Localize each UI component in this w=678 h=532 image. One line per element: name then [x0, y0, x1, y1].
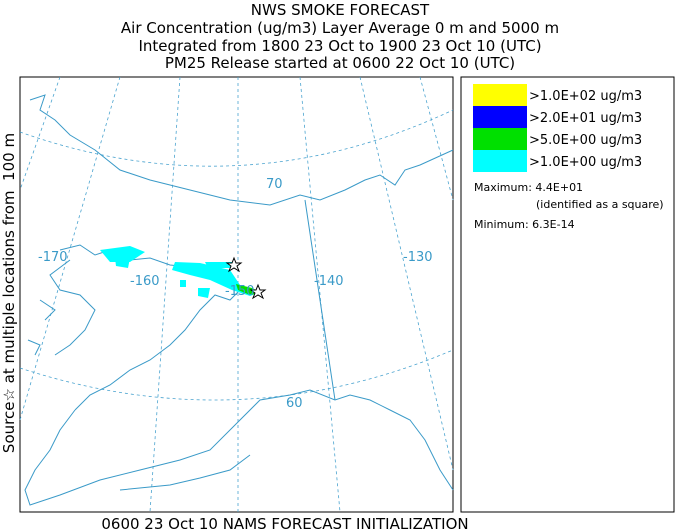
plume: [100, 246, 145, 262]
subtitle: Air Concentration (ug/m3) Layer Average …: [121, 19, 559, 37]
maximum-note: (identified as a square): [536, 198, 664, 211]
graticule-label: -160: [130, 274, 160, 289]
minimum: Minimum: 6.3E-14: [474, 218, 575, 231]
graticule-label: 60: [286, 396, 303, 411]
maximum: Maximum: 4.4E+01: [474, 181, 583, 194]
map: 70 -170 -160 -150 -140 -130 60: [19, 76, 454, 513]
legend: Maximum: 4.4E+01 (identified as a square…: [460, 76, 675, 513]
subtitle: Integrated from 1800 23 Oct to 1900 23 O…: [138, 37, 541, 55]
legend-label: >1.0E+02 ug/m3: [529, 89, 642, 104]
footer: 0600 23 Oct 10 NAMS FORECAST INITIALIZAT…: [101, 515, 468, 532]
side-label: Source☆ at multiple locations from 100 m: [0, 133, 18, 453]
plume: [180, 280, 186, 287]
legend-swatch: [473, 128, 527, 150]
legend-label: >1.0E+00 ug/m3: [529, 155, 642, 170]
plume: [198, 288, 210, 298]
title: NWS SMOKE FORECAST: [251, 1, 430, 19]
graticule-label: -150: [225, 284, 255, 299]
subtitle: PM25 Release started at 0600 22 Oct 10 (…: [165, 54, 515, 72]
legend-label: >2.0E+01 ug/m3: [529, 111, 642, 126]
graticule-label: -170: [38, 250, 68, 265]
legend-swatch: [473, 84, 527, 106]
graticule-label: -130: [403, 250, 433, 265]
plume: [115, 258, 130, 268]
legend-label: >5.0E+00 ug/m3: [529, 133, 642, 148]
graticule-label: -140: [314, 274, 344, 289]
legend-swatch: [473, 150, 527, 172]
legend-swatch: [473, 106, 527, 128]
graticule-label: 70: [266, 177, 283, 192]
